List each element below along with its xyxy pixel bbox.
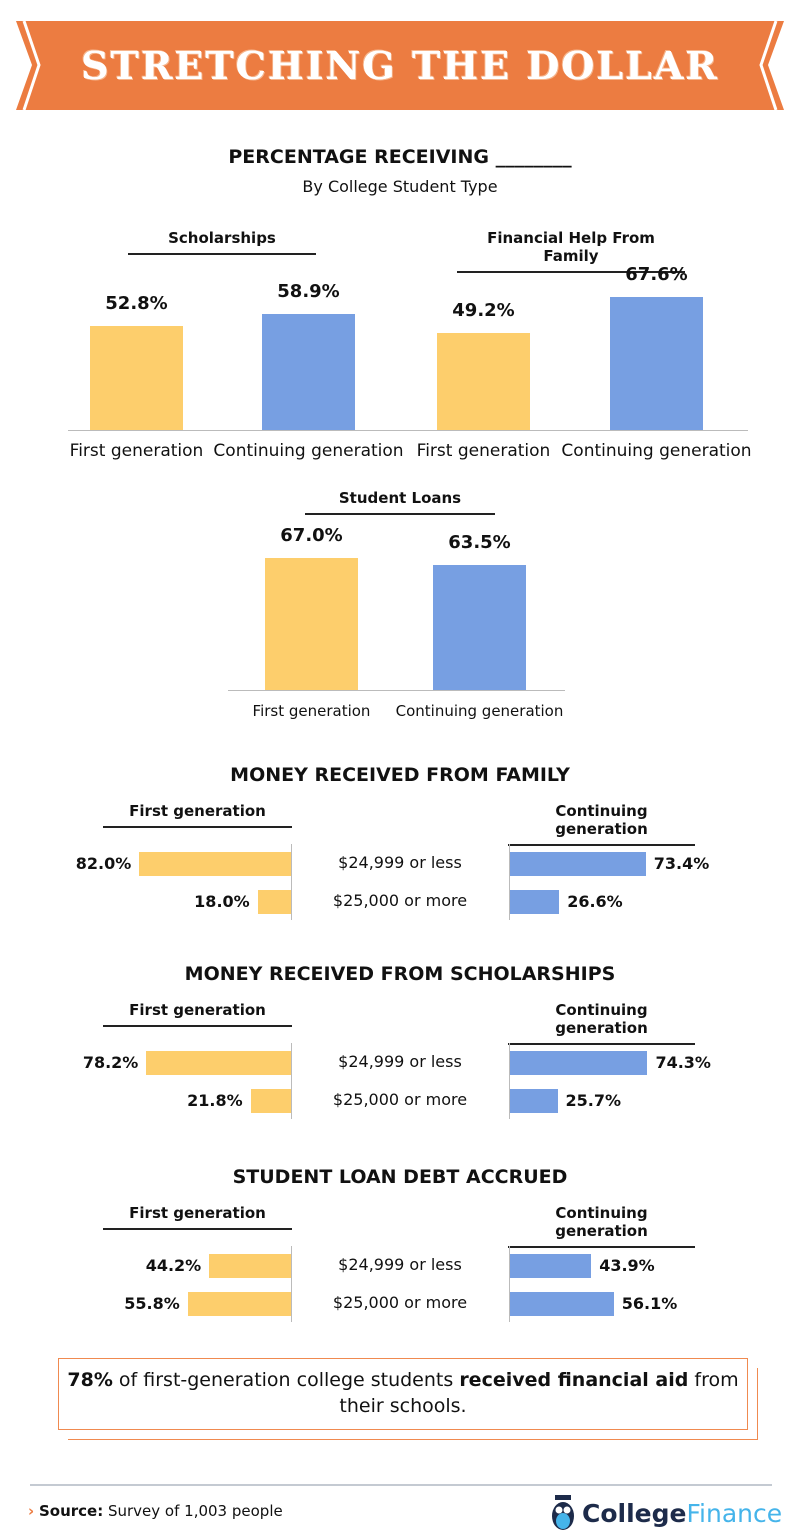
chart-baseline	[403, 430, 748, 431]
series-header-continuing-generation: Continuing generation	[508, 802, 695, 846]
bar-first-generation	[250, 1089, 291, 1113]
callout-text: of first-generation college students	[112, 1369, 460, 1391]
category-label: First generation	[416, 441, 551, 461]
axis-line-continuing	[509, 844, 510, 920]
series-header-continuing-generation: Continuing generation	[508, 1001, 695, 1045]
category-label: First generation	[252, 702, 371, 720]
bar-continuing-generation	[610, 296, 703, 430]
chart-title: Student Loans	[305, 489, 495, 515]
chevron-right-icon: ›	[28, 1502, 35, 1520]
bar-value-label: 73.4%	[653, 854, 710, 873]
axis-line-continuing	[509, 1246, 510, 1322]
callout-emphasis: received financial aid	[459, 1369, 689, 1391]
bar-continuing-generation	[262, 313, 355, 430]
income-bracket-label: $25,000 or more	[332, 1293, 468, 1312]
bar-value-label: 55.8%	[124, 1294, 180, 1313]
callout-box: 78% of first-generation college students…	[58, 1358, 748, 1430]
bar-value-label: 21.8%	[187, 1091, 243, 1110]
bar-continuing-generation	[510, 1051, 648, 1075]
bar-value-label: 56.1%	[621, 1294, 678, 1313]
bar-value-label: 49.2%	[452, 300, 515, 322]
bar-first-generation	[146, 1051, 291, 1075]
chart-baseline	[228, 690, 565, 691]
bar-value-label: 67.0%	[280, 525, 343, 546]
bar-continuing-generation	[510, 1292, 614, 1316]
bar-value-label: 82.0%	[75, 854, 132, 873]
axis-line-first	[291, 1043, 292, 1119]
section-title: MONEY RECEIVED FROM FAMILY	[230, 764, 570, 786]
income-bracket-label: $24,999 or less	[338, 1255, 462, 1274]
footer-divider	[30, 1484, 772, 1486]
logo-text-college: College	[582, 1498, 687, 1528]
series-header-first-generation: First generation	[103, 1204, 292, 1230]
bar-value-label: 74.3%	[655, 1053, 711, 1072]
source-note: › Source: Survey of 1,003 people	[28, 1502, 283, 1520]
bar-continuing-generation	[510, 1089, 558, 1113]
bar-value-label: 44.2%	[145, 1256, 202, 1275]
logo-text-finance: Finance	[686, 1498, 783, 1528]
bar-continuing-generation	[510, 1254, 592, 1278]
series-header-continuing-generation: Continuing generation	[508, 1204, 695, 1248]
bar-value-label: 18.0%	[194, 892, 250, 911]
axis-line-first	[291, 844, 292, 920]
owl-mascot-icon	[552, 1495, 574, 1530]
chart-baseline	[68, 430, 403, 431]
series-header-first-generation: First generation	[103, 1001, 292, 1027]
chart-title: Scholarships	[128, 229, 316, 255]
bar-first-generation	[257, 890, 291, 914]
collegefinance-logo: College Finance	[550, 1495, 782, 1531]
source-text: Survey of 1,003 people	[103, 1502, 283, 1520]
series-header-first-generation: First generation	[103, 802, 292, 828]
bar-value-label: 43.9%	[599, 1256, 655, 1275]
bar-continuing-generation	[510, 890, 560, 914]
section-title-percentage: PERCENTAGE RECEIVING ________	[228, 146, 572, 168]
bar-first-generation	[209, 1254, 291, 1278]
bar-value-label: 78.2%	[82, 1053, 139, 1072]
source-label: Source:	[38, 1502, 104, 1520]
axis-line-first	[291, 1246, 292, 1322]
bar-continuing-generation	[433, 564, 526, 690]
bar-first-generation	[90, 325, 183, 430]
category-label: Continuing generation	[213, 441, 404, 461]
category-label: Continuing generation	[395, 702, 564, 720]
bar-first-generation	[139, 852, 291, 876]
income-bracket-label: $24,999 or less	[338, 1052, 462, 1071]
chart-title: Financial Help From Family	[457, 229, 685, 273]
bar-first-generation	[187, 1292, 291, 1316]
bar-first-generation	[265, 558, 358, 690]
section-subtitle: By College Student Type	[302, 177, 498, 196]
bar-value-label: 58.9%	[277, 280, 340, 302]
bar-first-generation	[437, 333, 530, 430]
category-label: First generation	[69, 441, 204, 461]
bar-value-label: 63.5%	[448, 531, 511, 553]
callout-shadow	[68, 1368, 758, 1440]
section-title: MONEY RECEIVED FROM SCHOLARSHIPS	[184, 963, 616, 985]
income-bracket-label: $24,999 or less	[338, 853, 462, 872]
section-title: STUDENT LOAN DEBT ACCRUED	[232, 1166, 568, 1188]
axis-line-continuing	[509, 1043, 510, 1119]
bar-value-label: 67.6%	[625, 263, 688, 285]
income-bracket-label: $25,000 or more	[332, 1090, 468, 1109]
callout-stat: 78%	[67, 1369, 113, 1391]
income-bracket-label: $25,000 or more	[332, 891, 468, 910]
category-label: Continuing generation	[561, 441, 752, 461]
title-banner	[16, 20, 784, 111]
bar-value-label: 52.8%	[105, 292, 168, 314]
bar-continuing-generation	[510, 852, 646, 876]
callout-text-end: from their schools.	[339, 1369, 739, 1417]
page-title: STRETCHING THE DOLLAR	[81, 43, 719, 88]
bar-value-label: 25.7%	[565, 1091, 622, 1110]
bar-value-label: 26.6%	[567, 892, 623, 911]
